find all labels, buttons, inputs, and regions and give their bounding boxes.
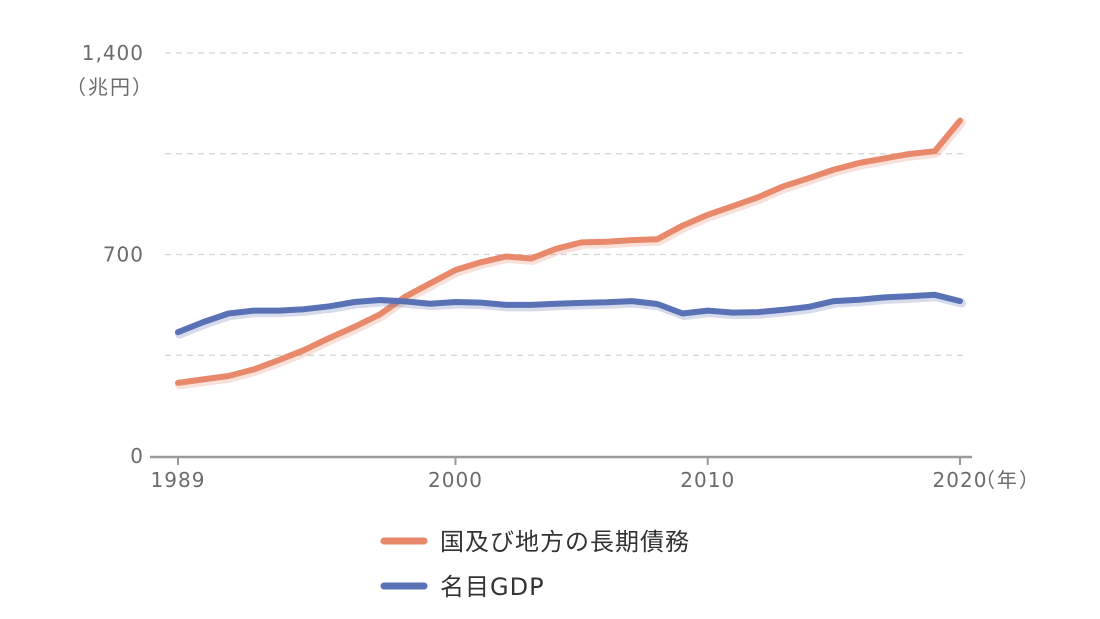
y-tick-labels: 0 700 1,400	[82, 41, 144, 468]
series-line-gdp	[175, 291, 963, 336]
legend-item-gdp: 名目GDP	[380, 573, 545, 601]
x-tick-labels: 1989 2000 2010 2020	[151, 457, 988, 492]
x-tick-label: 1989	[151, 468, 206, 492]
legend-label-debt: 国及び地方の長期債務	[440, 528, 690, 556]
series-shadow	[175, 118, 966, 390]
x-axis-unit-label: （年）	[975, 468, 1041, 492]
y-axis-unit-label: （兆円）	[66, 75, 154, 99]
legend-item-debt: 国及び地方の長期債務	[380, 528, 690, 556]
y-tick-label: 0	[130, 444, 144, 468]
legend-label-gdp: 名目GDP	[440, 573, 545, 601]
series-lines	[175, 117, 966, 390]
series-line-debt	[175, 117, 963, 386]
y-tick-label: 700	[103, 243, 144, 267]
x-tick-label: 2010	[680, 468, 735, 492]
x-tick-label: 2020	[933, 468, 988, 492]
x-tick-label: 2000	[428, 468, 483, 492]
y-tick-label: 1,400	[82, 41, 144, 65]
legend: 国及び地方の長期債務 名目GDP	[380, 528, 690, 601]
